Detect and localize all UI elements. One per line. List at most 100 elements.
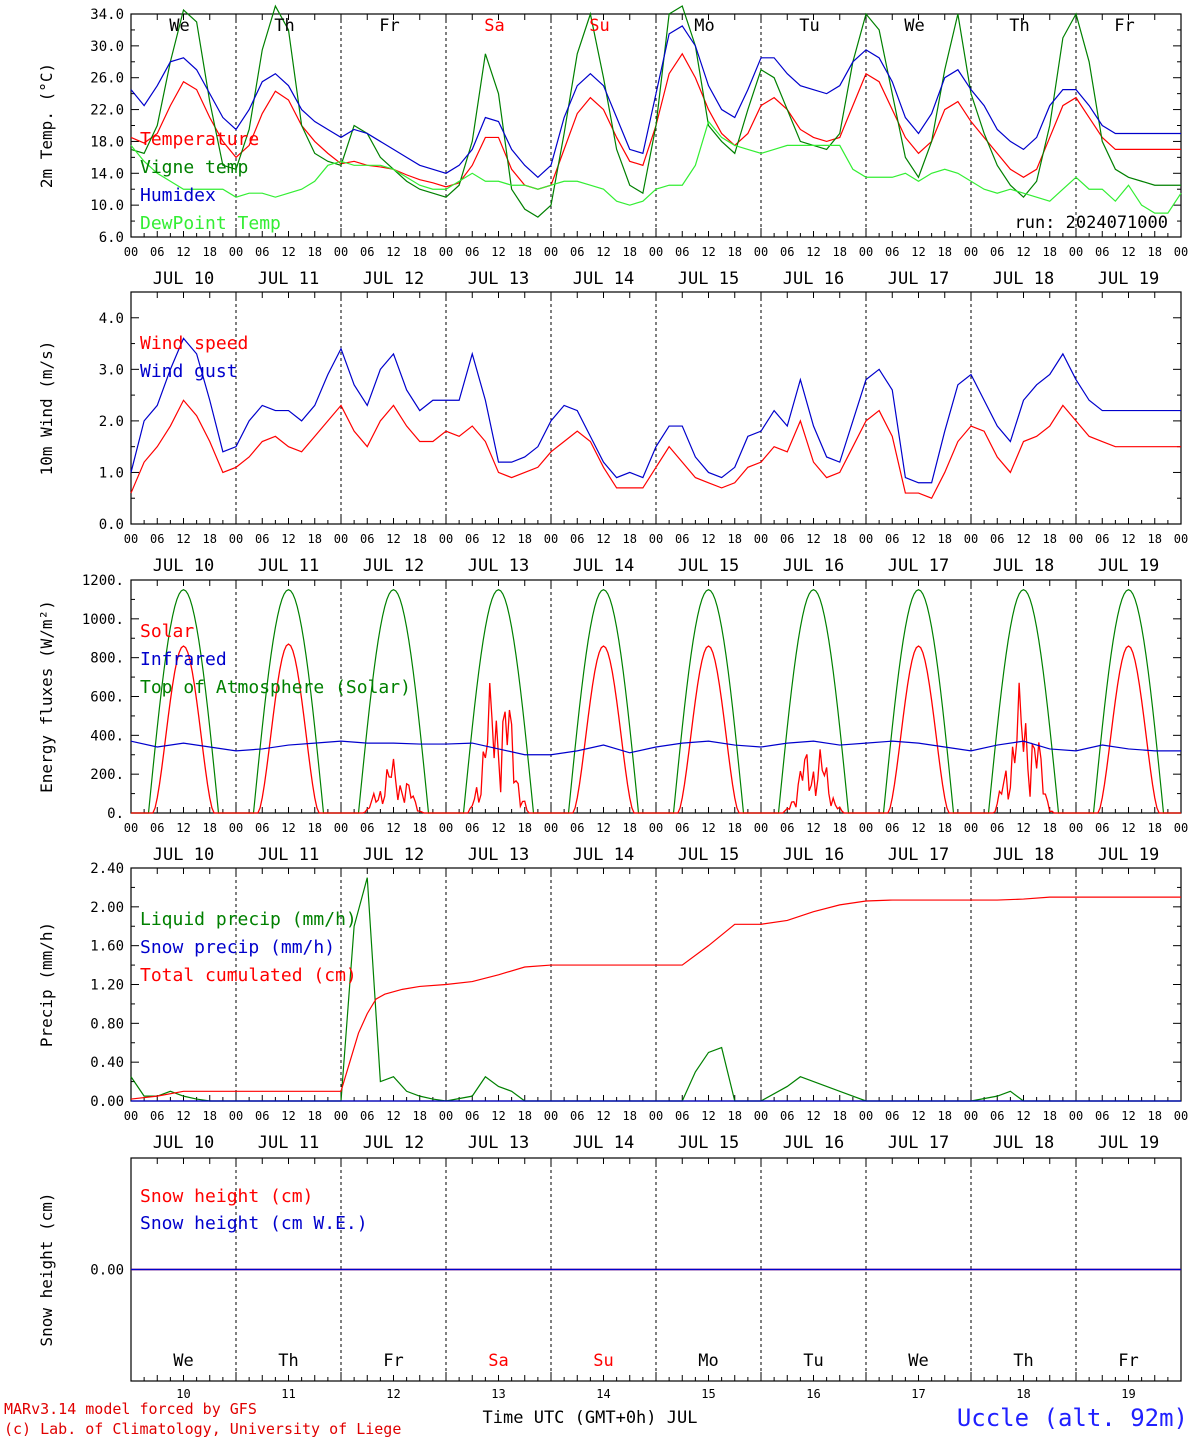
y-tick-label: 0.80 (90, 1016, 124, 1032)
day-of-week-label: Fr (1114, 16, 1134, 36)
hour-tick-label: 00 (124, 245, 138, 259)
day-of-week-label: Tu (803, 1351, 823, 1371)
hour-tick-label: 00 (754, 821, 768, 835)
hour-tick-label: 18 (623, 821, 637, 835)
hour-tick-label: 12 (491, 1109, 505, 1123)
hour-tick-label: 12 (1121, 245, 1135, 259)
series-line-vigne-temp (130, 4, 1181, 218)
series-line-total-cumulated-cm- (130, 896, 1181, 1100)
y-tick-label: 1.60 (90, 939, 124, 955)
hour-tick-label: 18 (308, 245, 322, 259)
hour-tick-label: 12 (386, 821, 400, 835)
day-of-week-label: Fr (383, 1351, 403, 1371)
hour-tick-label: 06 (780, 245, 794, 259)
hour-tick-label: 12 (1016, 821, 1030, 835)
hour-tick-label: 18 (413, 821, 427, 835)
day-of-week-label: Mo (698, 1351, 718, 1371)
hour-tick-label: 06 (1095, 245, 1109, 259)
legend-entry: Wind gust (140, 361, 238, 382)
hour-tick-label: 12 (386, 245, 400, 259)
hour-tick-label: 00 (229, 532, 243, 546)
hour-tick-label: 18 (308, 1109, 322, 1123)
hour-tick-label: 06 (675, 532, 689, 546)
legend-entry: DewPoint Temp (140, 213, 281, 234)
y-tick-label: 1200. (82, 573, 124, 589)
legend-entry: Snow height (cm W.E.) (140, 1213, 368, 1234)
hour-tick-label: 12 (176, 1109, 190, 1123)
hour-tick-label: 06 (885, 245, 899, 259)
y-tick-label: 0.00 (90, 1263, 124, 1279)
hour-tick-label: 18 (1148, 532, 1162, 546)
legend-entry: Top of Atmosphere (Solar) (140, 677, 411, 698)
y-tick-label: 2.40 (90, 861, 124, 877)
hour-tick-label: 06 (150, 821, 164, 835)
hour-tick-label: 12 (701, 245, 715, 259)
hour-tick-label: 00 (1069, 821, 1083, 835)
day-number-label: 18 (1016, 1387, 1030, 1401)
series-group (130, 877, 1181, 1102)
date-label: JUL 12 (363, 1133, 424, 1153)
hour-tick-label: 00 (124, 821, 138, 835)
day-of-week-label: Sa (484, 16, 504, 36)
y-tick-label: 200. (90, 767, 124, 783)
day-of-week-label: Th (1013, 1351, 1033, 1371)
date-label: JUL 19 (1098, 556, 1159, 576)
legend-entry: Snow precip (mm/h) (140, 937, 335, 958)
hour-tick-label: 06 (255, 245, 269, 259)
hour-tick-label: 12 (911, 1109, 925, 1123)
hour-tick-label: 18 (623, 1109, 637, 1123)
series-group (130, 589, 1181, 814)
date-label: JUL 15 (678, 1133, 739, 1153)
hour-tick-label: 18 (1148, 245, 1162, 259)
hour-tick-label: 18 (833, 532, 847, 546)
date-label: JUL 17 (888, 556, 949, 576)
hour-tick-label: 12 (806, 1109, 820, 1123)
hour-tick-label: 00 (964, 821, 978, 835)
date-label: JUL 14 (573, 556, 634, 576)
hour-tick-label: 18 (308, 821, 322, 835)
date-label: JUL 15 (678, 269, 739, 289)
hour-tick-label: 06 (780, 1109, 794, 1123)
lab-credit: (c) Lab. of Climatology, University of L… (4, 1420, 401, 1438)
hour-tick-label: 12 (596, 532, 610, 546)
hour-tick-label: 18 (728, 1109, 742, 1123)
hour-tick-label: 06 (255, 821, 269, 835)
y-tick-label: 0.00 (90, 1094, 124, 1110)
day-number-label: 10 (176, 1387, 190, 1401)
y-tick-label: 3.0 (99, 362, 124, 378)
panel-5: 0.00 Snow height (cm) Snow height (cm) Snow… (37, 1157, 1182, 1401)
hour-tick-label: 06 (675, 245, 689, 259)
y-tick-label: 0. (107, 806, 124, 822)
y-tick-label: 4.0 (99, 311, 124, 327)
hour-tick-label: 06 (360, 245, 374, 259)
hour-tick-label: 12 (806, 821, 820, 835)
y-tick-label: 2.00 (90, 900, 124, 916)
day-of-week-label: Su (593, 1351, 613, 1371)
date-label: JUL 13 (468, 269, 529, 289)
date-label: JUL 14 (573, 269, 634, 289)
legend-entry: Wind speed (140, 333, 248, 354)
hour-tick-label: 12 (701, 1109, 715, 1123)
hour-tick-label: 12 (176, 821, 190, 835)
hour-tick-label: 18 (623, 245, 637, 259)
date-label: JUL 13 (468, 1133, 529, 1153)
date-label: JUL 18 (993, 845, 1054, 865)
station-name: Uccle (alt. 92m) (957, 1404, 1188, 1432)
hour-tick-label: 12 (1121, 532, 1135, 546)
y-tick-label: 14.0 (90, 166, 124, 182)
y-tick-label: 34.0 (90, 7, 124, 23)
day-of-week-label: Fr (379, 16, 399, 36)
day-number-label: 13 (491, 1387, 505, 1401)
hour-tick-label: 06 (885, 532, 899, 546)
day-of-week-label: Th (278, 1351, 298, 1371)
hour-tick-label: 18 (623, 532, 637, 546)
hour-tick-label: 18 (938, 245, 952, 259)
hour-tick-label: 12 (701, 532, 715, 546)
hour-tick-label: 00 (334, 821, 348, 835)
y-tick-label: 2.0 (99, 414, 124, 430)
hour-tick-label: 00 (334, 245, 348, 259)
date-label: JUL 18 (993, 1133, 1054, 1153)
day-number-label: 17 (911, 1387, 925, 1401)
hour-tick-label: 00 (1069, 532, 1083, 546)
date-label: JUL 11 (258, 269, 319, 289)
